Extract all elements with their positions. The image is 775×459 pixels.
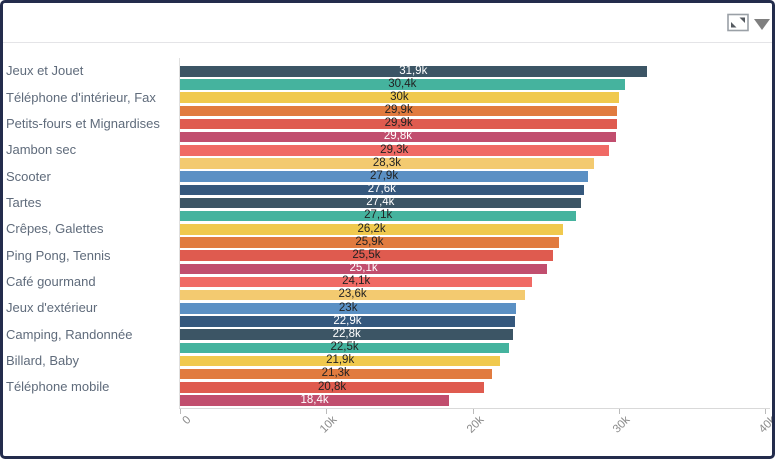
bar-value-label: 27,4k <box>366 196 395 209</box>
x-tick-label: 0 <box>180 414 194 428</box>
bar-value-label: 28,3k <box>372 156 401 169</box>
x-tick-label: 30k <box>610 414 633 436</box>
bar-value-label: 22,9k <box>333 314 362 327</box>
bar[interactable]: 20,8k <box>180 380 485 393</box>
category-label: Crêpes, Galettes <box>6 221 104 237</box>
bar-value-label: 21,3k <box>321 367 350 380</box>
x-tick-mark <box>180 409 181 414</box>
bar[interactable]: 21,3k <box>180 367 492 380</box>
bar[interactable]: 30k <box>180 90 619 103</box>
category-label: Jambon sec <box>6 142 77 158</box>
category-label: Jeux d'extérieur <box>6 300 98 316</box>
category-label: Scooter <box>6 168 51 184</box>
bar[interactable]: 29,3k <box>180 143 609 156</box>
bar[interactable]: 26,2k <box>180 222 564 235</box>
category-label: Ping Pong, Tennis <box>6 247 111 263</box>
bar[interactable]: 25,9k <box>180 235 559 248</box>
bar[interactable]: 30,4k <box>180 77 625 90</box>
category-label: Camping, Randonnée <box>6 326 133 342</box>
x-tick-label: 20k <box>464 414 486 436</box>
bar-value-label: 26,2k <box>357 222 386 235</box>
bar[interactable]: 27,9k <box>180 169 589 182</box>
bar[interactable]: 24,1k <box>180 275 533 288</box>
x-tick-mark <box>326 409 328 414</box>
bar[interactable]: 22,5k <box>180 341 510 354</box>
x-tick-label: 10k <box>318 414 340 436</box>
caret-down-icon[interactable] <box>754 19 770 30</box>
category-label: Café gourmand <box>6 273 96 289</box>
bar[interactable]: 28,3k <box>180 156 594 169</box>
bar-value-label: 23k <box>338 301 358 314</box>
bar-value-label: 21,9k <box>326 354 355 367</box>
bar[interactable]: 27,6k <box>180 183 584 196</box>
bar[interactable]: 18,4k <box>180 393 450 406</box>
x-tick-label: 40k <box>756 414 775 436</box>
bar[interactable]: 22,9k <box>180 314 515 327</box>
bar[interactable]: 27,4k <box>180 196 581 209</box>
bar[interactable]: 21,9k <box>180 354 501 367</box>
bar[interactable]: 29,9k <box>180 117 618 130</box>
bar-value-label: 29,9k <box>384 104 413 116</box>
bar-value-label: 22,8k <box>332 327 361 340</box>
bar-value-label: 31,9k <box>399 64 428 77</box>
category-label: Jeux et Jouet <box>6 63 84 79</box>
bar-value-label: 29,9k <box>384 117 413 130</box>
bar-value-label: 27,9k <box>369 169 399 182</box>
bar[interactable]: 23,6k <box>180 288 526 301</box>
x-tick-mark <box>618 409 620 414</box>
category-label: Petits-fours et Mignardises <box>6 115 160 131</box>
toolbar-separator <box>3 42 772 43</box>
category-label: Tartes <box>6 194 42 210</box>
bar-value-label: 20,8k <box>318 380 347 393</box>
bar-value-label: 30,4k <box>388 77 417 90</box>
bar[interactable]: 31,9k <box>180 64 647 77</box>
bar[interactable]: 23k <box>180 301 517 314</box>
bar-value-label: 23,6k <box>338 288 367 301</box>
bar[interactable]: 27,1k <box>180 209 577 222</box>
category-label: Téléphone d'intérieur, Fax <box>6 89 156 105</box>
bar[interactable]: 29,9k <box>180 104 618 116</box>
x-axis-line <box>179 408 770 409</box>
bar[interactable]: 29,8k <box>180 130 616 143</box>
bar-value-label: 24,1k <box>342 275 371 288</box>
bar-value-label: 18,4k <box>300 393 329 406</box>
bar-value-label: 25,9k <box>355 235 384 248</box>
bar[interactable]: 22,8k <box>180 327 514 340</box>
category-label: Billard, Baby <box>6 352 79 368</box>
bar-value-label: 30k <box>390 90 409 103</box>
bar-value-label: 27,6k <box>367 183 396 196</box>
bar-value-label: 25,1k <box>349 262 378 275</box>
bar[interactable]: 25,1k <box>180 262 548 275</box>
bar-value-label: 29,8k <box>383 130 412 143</box>
bar-value-label: 29,3k <box>380 143 409 156</box>
bar-value-label: 22,5k <box>330 341 359 354</box>
bar[interactable]: 25,5k <box>180 248 553 261</box>
x-tick-mark <box>765 409 766 414</box>
x-tick-mark <box>472 409 474 414</box>
bar-value-label: 27,1k <box>364 209 393 222</box>
expand-icon[interactable] <box>727 13 749 32</box>
bar-value-label: 25,5k <box>352 248 381 261</box>
y-axis-line <box>179 58 180 408</box>
category-label: Téléphone mobile <box>6 379 110 395</box>
